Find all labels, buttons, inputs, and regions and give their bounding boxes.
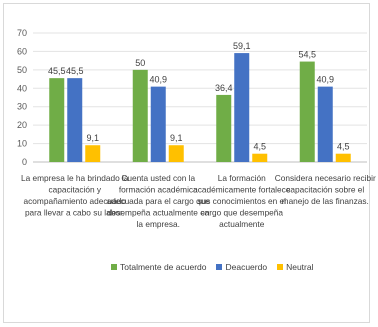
category-label-line: para llevar a cabo su labor. (25, 208, 125, 218)
legend-item-deacuerdo: Deacuerdo (216, 262, 267, 272)
data-label: 45,5 (66, 66, 84, 76)
category-label-line: Considera necesario recibir (275, 173, 376, 183)
legend-item-totalmente: Totalmente de acuerdo (111, 262, 206, 272)
data-label: 4,5 (253, 142, 266, 152)
bar (216, 94, 232, 162)
data-label: 4,5 (337, 142, 350, 152)
data-label: 9,1 (170, 133, 183, 143)
category-label-line: cargo que desempeña (200, 208, 283, 218)
bar (168, 145, 184, 162)
legend-item-neutral: Neutral (277, 262, 313, 272)
bar (150, 86, 166, 162)
category-label: La empresa le ha brindado la capacitación… (21, 173, 129, 218)
bar (85, 145, 101, 162)
category-label-line: La empresa le ha brindado la (21, 173, 129, 183)
data-label: 36,4 (215, 83, 233, 93)
legend-label-neutral: Neutral (286, 262, 314, 272)
bar (335, 153, 351, 162)
y-tick-label: 20 (17, 120, 27, 130)
bar (49, 78, 65, 162)
legend-swatch-deacuerdo (216, 264, 223, 270)
category-label-line: acompañamiento adecuado (24, 196, 127, 206)
data-label: 54,5 (298, 50, 316, 60)
category-label-line: adecuada para el cargo que (107, 196, 211, 206)
y-tick-label: 60 (17, 46, 27, 56)
bar (67, 78, 83, 162)
chart-frame (3, 3, 370, 323)
y-tick-label: 70 (17, 28, 27, 38)
data-label: 59,1 (233, 41, 251, 51)
data-label: 40,9 (149, 75, 167, 85)
y-tick-label: 0 (22, 157, 27, 167)
legend-swatch-neutral (277, 264, 284, 270)
bar (234, 53, 250, 162)
category-label-line: formación académica (119, 185, 198, 195)
data-label: 40,9 (316, 75, 334, 85)
category-label: Considera necesario recibir capacitación … (275, 173, 376, 206)
legend-swatch-totalmente (111, 264, 117, 270)
data-label: 50 (135, 58, 145, 68)
bar (317, 86, 333, 162)
category-label-line: capacitación sobre el (286, 185, 364, 195)
category-label-line: sus conocimientos en el (197, 196, 286, 206)
category-label-line: La formación (218, 173, 266, 183)
y-tick-label: 30 (17, 102, 27, 112)
y-tick-label: 40 (17, 83, 27, 93)
bar (132, 69, 148, 162)
bar (252, 153, 268, 162)
category-label: La formación académicamente fortalece sus … (193, 173, 291, 229)
category-label-line: la empresa. (137, 219, 180, 229)
bar (299, 61, 315, 162)
category-label-line: desempeña actualmente en (107, 208, 210, 218)
category-label-line: Cuenta usted con la (121, 173, 195, 183)
legend: Totalmente de acuerdo Deacuerdo Neutral (111, 262, 313, 272)
category-label-line: actualmente (219, 219, 265, 229)
legend-label-deacuerdo: Deacuerdo (225, 262, 268, 272)
category-label-line: académicamente fortalece (193, 185, 291, 195)
category-label-line: capacitación y (48, 185, 101, 195)
y-tick-label: 50 (17, 65, 27, 75)
y-tick-label: 10 (17, 139, 27, 149)
category-label-line: manejo de las finanzas. (282, 196, 369, 206)
data-label: 45,5 (48, 66, 66, 76)
data-label: 9,1 (86, 133, 99, 143)
legend-label-totalmente: Totalmente de acuerdo (120, 262, 207, 272)
category-label: Cuenta usted con la formación académica ad… (107, 173, 211, 229)
